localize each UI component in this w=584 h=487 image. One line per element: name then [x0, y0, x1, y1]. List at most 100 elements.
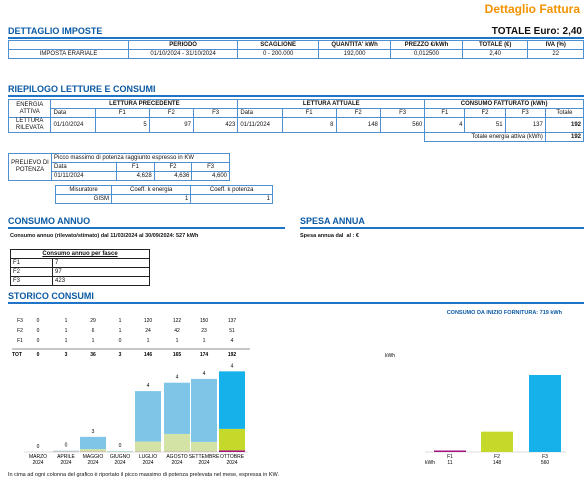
table-cell: IMPOSTA ERARIALE	[7, 49, 130, 59]
table-cell: F1	[94, 108, 150, 118]
header-cell: SCAGLIONE	[237, 40, 320, 50]
category-label: F3	[542, 454, 548, 460]
table-cell: Data	[237, 108, 283, 118]
table-row: GISM 1 1	[55, 194, 273, 204]
series-value: 137	[228, 318, 237, 324]
peak-label: 4	[203, 371, 206, 377]
series-value: 1	[65, 318, 68, 324]
series-value: 42	[174, 328, 180, 334]
year-label: 2024	[142, 460, 153, 466]
section-title: CONSUMO ANNUO	[8, 216, 285, 229]
unit-label: kWh	[425, 460, 435, 466]
table-row: IMPOSTA ERARIALE 01/10/2024 - 31/10/2024 0…	[7, 49, 584, 59]
header-cell: IVA (%)	[527, 40, 584, 50]
bar	[529, 375, 561, 452]
header-cell: TOTALE (€)	[461, 40, 529, 50]
year-label: 2024	[226, 460, 237, 466]
bar-segment	[191, 378, 217, 442]
header-cell: LETTURA PRECEDENTE	[50, 99, 239, 109]
table-cell: 4	[424, 117, 466, 133]
table: Consumo annuo per fasce F1 7 F2 97 F3 423	[9, 249, 150, 286]
total-value: 165	[173, 352, 182, 358]
table-cell: 192	[544, 132, 584, 142]
series-value: 23	[201, 328, 207, 334]
header-cell: Consumo annuo per fasce	[10, 249, 150, 259]
section-title: RIEPILOGO LETTURE E CONSUMI	[8, 84, 584, 97]
table: PRELIEVO DI POTENZA Picco massimo di pote…	[8, 153, 230, 181]
peak-label: 0	[65, 443, 68, 449]
table-cell: 560	[379, 117, 426, 133]
header-cell: ENERGIA ATTIVA	[7, 99, 52, 118]
month-label: AGOSTO	[166, 454, 187, 460]
table-cell: 01/10/2024 - 31/10/2024	[128, 49, 239, 59]
year-label: 2024	[114, 460, 125, 466]
table-cell: 8	[281, 117, 337, 133]
table-cell: Misuratore	[55, 185, 112, 195]
table-cell: F1	[281, 108, 337, 118]
table-cell: 1	[110, 194, 192, 204]
month-label: GIUGNO	[110, 454, 130, 460]
bar-segment	[219, 428, 245, 451]
peak-label: 0	[37, 444, 40, 450]
table-row: Totale energia attiva (kWh) 192	[9, 132, 584, 142]
series-value: 51	[229, 328, 235, 334]
total-value: 3	[65, 352, 68, 358]
series-value: 1	[119, 328, 122, 334]
table-cell: F3	[379, 108, 426, 118]
history-chart: CONSUMO DA INIZIO FORNITURA: 719 kWh F3 0…	[12, 310, 566, 466]
peak-label: 4	[231, 363, 234, 369]
table-cell: F2	[464, 108, 506, 118]
series-value: 1	[203, 338, 206, 344]
bar-segment	[80, 449, 106, 452]
table-cell: F2	[153, 162, 193, 172]
bar-segment	[219, 371, 245, 429]
series-value: 4	[231, 338, 234, 344]
table-cell: 4,628	[116, 171, 155, 181]
table-cell: 4,600	[191, 171, 230, 181]
table-cell: F3	[191, 162, 230, 172]
readings-table-box: ENERGIA ATTIVA LETTURA PRECEDENTE LETTURA …	[7, 99, 584, 142]
table-cell: 7	[52, 258, 150, 268]
bar-segment	[191, 441, 217, 452]
bar-segment	[80, 436, 106, 450]
series-value: 29	[90, 318, 96, 324]
section-title: SPESA ANNUA	[300, 216, 584, 229]
month-label: OTTOBRE	[220, 454, 245, 460]
table-cell: F1	[116, 162, 155, 172]
month-label: SETTEMBRE	[189, 454, 220, 460]
series-label: F1	[17, 338, 23, 344]
table-row: PRELIEVO DI POTENZA Picco massimo di pote…	[8, 153, 230, 181]
table-cell: 97	[148, 117, 194, 133]
total-value: 0	[37, 352, 40, 358]
total-value: 146	[144, 352, 153, 358]
band-table-box: Consumo annuo per fasce F1 7 F2 97 F3 423	[9, 249, 150, 286]
total-label: TOT	[12, 352, 22, 358]
value-label: 11	[447, 460, 452, 466]
table-cell: Data	[50, 108, 96, 118]
table-cell: 22	[527, 49, 584, 59]
value-label: 148	[493, 460, 502, 466]
table-cell: 5	[94, 117, 150, 133]
series-value: 1	[65, 328, 68, 334]
peak-label: 0	[119, 443, 122, 449]
series-value: 24	[145, 328, 151, 334]
month-label: LUGLIO	[139, 454, 157, 460]
annual-spend-text: Spesa annua dal al : €	[300, 233, 359, 239]
category-label: F2	[494, 454, 500, 460]
peak-label: 4	[147, 383, 150, 389]
peak-label: 3	[92, 429, 95, 435]
table-row: LETTURA RILEVATA 01/10/2024 5 97 423 01/11/20…	[7, 117, 584, 133]
header-cell: PERIODO	[128, 40, 239, 50]
table: Misuratore Coeff. k energia Coeff. k poten…	[55, 185, 273, 204]
header-cell: LETTURA ATTUALE	[237, 99, 426, 109]
series-value: 1	[147, 338, 150, 344]
series-value: 150	[200, 318, 209, 324]
peak-label: 4	[176, 375, 179, 381]
table-cell: 423	[192, 117, 239, 133]
series-label: F2	[17, 328, 23, 334]
table-cell: F3	[9, 276, 54, 286]
bar	[481, 431, 513, 452]
year-label: 2024	[87, 460, 98, 466]
